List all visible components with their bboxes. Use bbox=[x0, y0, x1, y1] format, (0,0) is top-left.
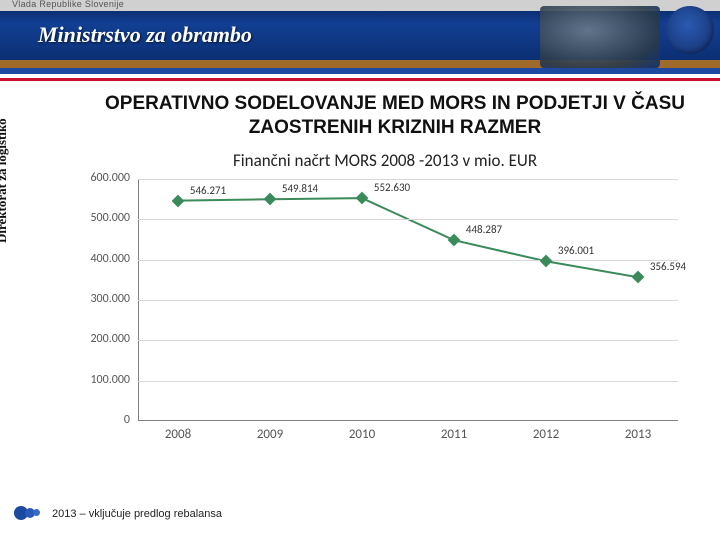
x-tick-label: 2012 bbox=[506, 427, 586, 442]
gov-label: Vlada Republike Slovenije bbox=[12, 0, 124, 9]
x-tick-label: 2008 bbox=[138, 427, 218, 442]
chart-container: Finančni načrt MORS 2008 -2013 v mio. EU… bbox=[70, 150, 700, 470]
y-tick-label: 0 bbox=[70, 413, 130, 427]
data-value-label: 546.271 bbox=[190, 184, 226, 197]
gridline bbox=[138, 340, 678, 341]
header-photo bbox=[540, 6, 660, 68]
x-tick-label: 2013 bbox=[598, 427, 678, 442]
chart-title: Finančni načrt MORS 2008 -2013 v mio. EU… bbox=[70, 150, 700, 171]
data-value-label: 552.630 bbox=[374, 181, 410, 194]
footnote: 2013 – vključuje predlog rebalansa bbox=[52, 508, 222, 520]
y-tick-label: 500.000 bbox=[70, 211, 130, 225]
red-divider bbox=[0, 78, 720, 81]
gridline bbox=[138, 300, 678, 301]
y-tick-label: 200.000 bbox=[70, 332, 130, 346]
eu-flag-icon bbox=[666, 6, 714, 54]
slide-root: Vlada Republike Slovenije Ministrstvo za… bbox=[0, 0, 720, 540]
page-title: OPERATIVNO SODELOVANJE MED MORS IN PODJE… bbox=[94, 92, 696, 141]
gridline bbox=[138, 381, 678, 382]
data-value-label: 448.287 bbox=[466, 223, 502, 236]
x-tick-label: 2010 bbox=[322, 427, 402, 442]
data-value-label: 356.594 bbox=[650, 260, 686, 273]
footer-bullets-icon bbox=[14, 504, 40, 522]
y-tick-label: 100.000 bbox=[70, 373, 130, 387]
x-tick-label: 2011 bbox=[414, 427, 494, 442]
gridline bbox=[138, 260, 678, 261]
gridline bbox=[138, 219, 678, 220]
chart-plot: 0100.000200.000300.000400.000500.000600.… bbox=[138, 179, 678, 421]
sidebar-text: Direktorat za logistiko bbox=[0, 118, 10, 243]
y-tick-label: 600.000 bbox=[70, 171, 130, 185]
ministry-title: Ministrstvo za obrambo bbox=[38, 22, 252, 48]
y-tick-label: 300.000 bbox=[70, 292, 130, 306]
x-tick-label: 2009 bbox=[230, 427, 310, 442]
y-tick-label: 400.000 bbox=[70, 252, 130, 266]
sidebar-vertical-label: Direktorat za logistiko bbox=[10, 83, 32, 243]
data-value-label: 396.001 bbox=[558, 244, 594, 257]
header-band: Vlada Republike Slovenije Ministrstvo za… bbox=[0, 0, 720, 74]
data-value-label: 549.814 bbox=[282, 182, 318, 195]
gridline bbox=[138, 179, 678, 180]
